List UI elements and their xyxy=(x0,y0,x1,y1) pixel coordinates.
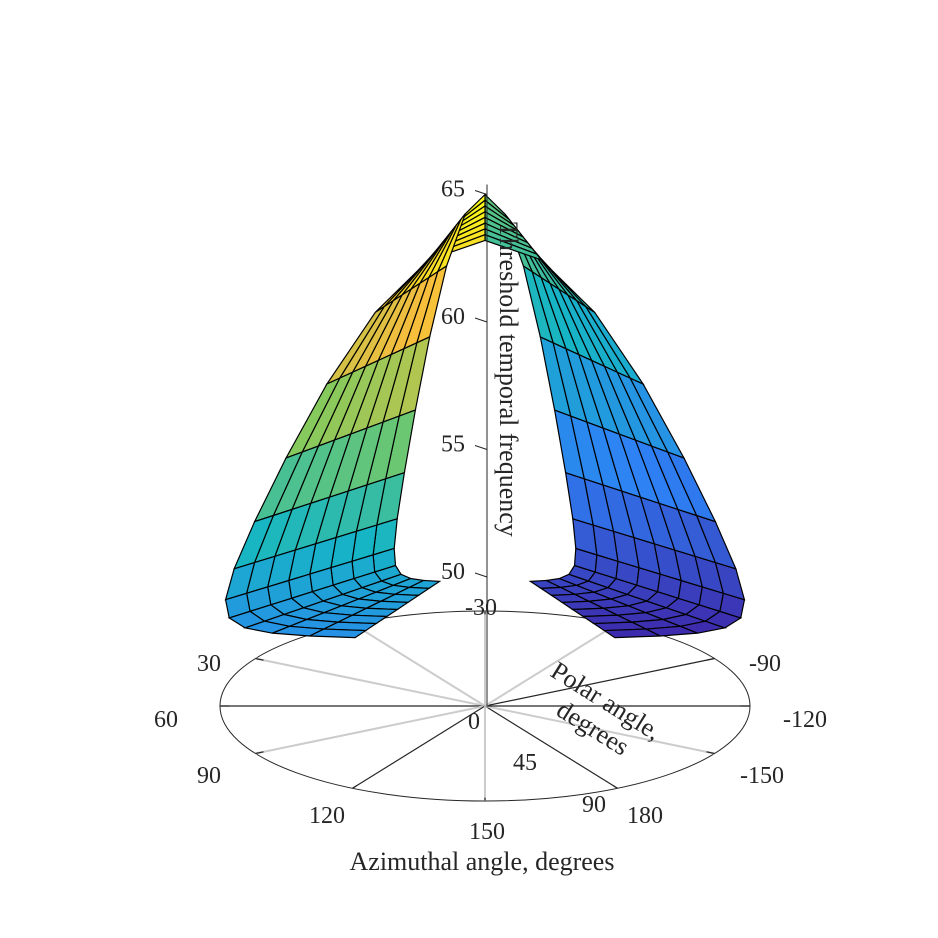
azimuth-tick xyxy=(706,657,715,661)
azimuth-tick-label: 150 xyxy=(469,819,505,845)
azimuth-tick-label: 60 xyxy=(154,707,178,733)
azimuth-tick-label: 120 xyxy=(309,803,345,829)
z-tick-label: 50 xyxy=(441,559,465,585)
azimuth-tick-label: 30 xyxy=(197,651,221,677)
azimuth-tick-label: -120 xyxy=(783,707,827,733)
azimuth-tick-label: -90 xyxy=(749,651,781,677)
z-tick-label: 55 xyxy=(441,432,465,458)
polar-axis-title: Polar angle, degrees xyxy=(530,656,672,775)
polar-tick-label: 0 xyxy=(468,709,480,735)
azimuth-gridline xyxy=(484,657,715,707)
azimuth-tick xyxy=(706,751,715,755)
azimuth-tick-label: 180 xyxy=(627,803,663,829)
z-tick xyxy=(474,572,488,578)
z-tick-label: 65 xyxy=(441,177,465,203)
x-axis-title: Azimuthal angle, degrees xyxy=(350,847,615,876)
azimuth-gridline xyxy=(484,705,715,755)
polar-tick-label: 90 xyxy=(582,792,606,818)
azimuth-gridline xyxy=(351,622,486,707)
z-tick xyxy=(474,317,488,323)
azimuth-tick xyxy=(255,751,264,755)
azimuth-gridline xyxy=(255,657,486,707)
surface-patch xyxy=(309,628,368,639)
z-axis-title: Threshold temporal frequency xyxy=(494,222,523,537)
z-tick xyxy=(474,445,488,450)
azimuth-tick xyxy=(612,784,618,789)
surface-plot xyxy=(224,193,746,639)
azimuth-tick-label: 90 xyxy=(197,763,221,789)
azimuth-gridline xyxy=(352,705,486,789)
z-axis: 50 55 60 65 xyxy=(441,177,488,706)
azimuth-gridline xyxy=(255,705,486,755)
azimuth-tick xyxy=(352,784,358,789)
azimuth-gridline xyxy=(484,705,618,789)
z-tick xyxy=(474,190,488,195)
polar-tick-label: 45 xyxy=(513,750,537,776)
azimuth-tick-label: -150 xyxy=(740,763,784,789)
azimuth-gridline xyxy=(484,622,619,707)
z-tick-label: 60 xyxy=(441,304,465,330)
azimuth-tick xyxy=(255,657,264,661)
azimuth-tick-label: -30 xyxy=(465,595,497,621)
